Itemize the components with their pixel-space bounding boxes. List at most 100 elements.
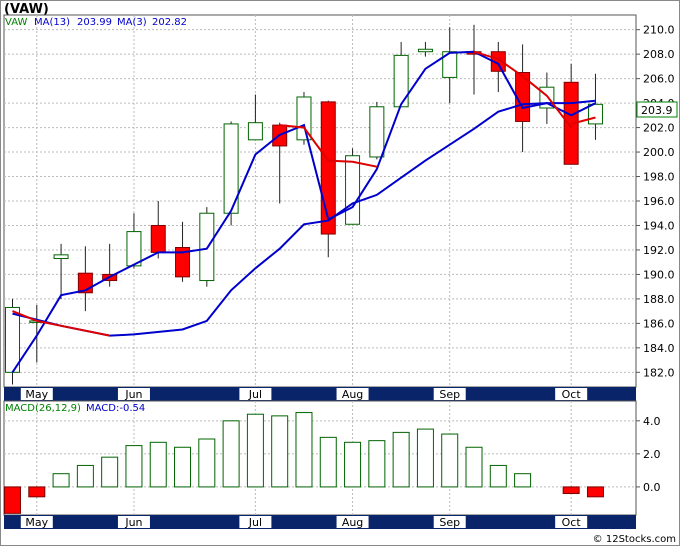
price-x-label-bg (336, 388, 369, 400)
price-x-tick-label: Aug (342, 388, 363, 401)
macd-panel: 0.0 2.0 4.0 MACD(26,12,9) MACD:-0.54 (3, 400, 661, 516)
price-y-tick-label: 182.0 (643, 366, 675, 379)
candle-up (587, 103, 603, 125)
price-x-tick-label: May (25, 388, 48, 401)
candle-up (247, 122, 263, 141)
price-y-tick-label: 194.0 (643, 219, 675, 232)
macd-bar-positive (174, 446, 192, 488)
chart-title: (VAW) (4, 2, 49, 17)
candle-bodies (5, 48, 603, 373)
price-y-tick-label: 206.0 (643, 73, 675, 86)
ma3-line-segment (570, 116, 596, 125)
macd-bar-positive (368, 440, 386, 488)
legend-ma3-label: MA(3) (117, 17, 147, 28)
price-x-label-bg (555, 388, 588, 400)
price-x-tick-label: Oct (562, 388, 582, 401)
price-x-label-bg (117, 388, 150, 400)
price-y-tick-label: 196.0 (643, 195, 675, 208)
legend-ma13-label: MA(13) (34, 17, 70, 28)
macd-legend-value: MACD:-0.54 (86, 403, 145, 414)
macd-bar-positive (514, 473, 532, 488)
macd-bar-positive (295, 412, 313, 488)
price-x-label-bg (433, 388, 466, 400)
candle-up (5, 306, 20, 373)
legend-ma13-value: 203.99 (77, 17, 112, 28)
macd-bar-negative (4, 486, 21, 514)
price-x-label-bg (20, 388, 53, 400)
price-y-tick-label: 188.0 (643, 293, 675, 306)
macd-bar-negative (586, 486, 604, 498)
candle-up (393, 54, 409, 108)
watermark: © 12Stocks.com (593, 534, 676, 545)
ma-long-line (12, 99, 596, 337)
price-y-tick-label: 200.0 (643, 146, 675, 159)
price-x-tick-label: Jun (124, 388, 142, 401)
macd-y-axis: 0.0 2.0 4.0 (636, 415, 661, 494)
price-y-tick-label: 192.0 (643, 244, 675, 257)
price-panel: 182.0 184.0 186.0 188.0 190.0 192.0 194.0 196.0… (3, 14, 678, 388)
macd-bar-negative (28, 486, 46, 498)
price-y-tick-label: 208.0 (643, 48, 675, 61)
macd-bar-positive (392, 431, 410, 488)
price-x-axis-band (4, 387, 636, 401)
macd-y-tick-label: 0.0 (643, 481, 661, 494)
candle-down (320, 101, 336, 235)
ma3-line-segment (12, 310, 110, 337)
macd-x-tick-label: May (25, 516, 48, 529)
macd-bar-positive (101, 456, 119, 488)
price-y-axis: 182.0 184.0 186.0 188.0 190.0 192.0 194.0 196.0… (636, 24, 675, 379)
macd-bar-negative (562, 486, 580, 495)
moving-averages (11, 50, 596, 373)
macd-bar-positive (222, 420, 240, 488)
macd-bar-positive (52, 473, 70, 488)
macd-bars (4, 412, 604, 514)
macd-x-axis-band (4, 515, 636, 529)
macd-bar-positive (149, 441, 167, 488)
macd-bar-positive (465, 446, 483, 488)
macd-x-tick-label: Sep (439, 516, 460, 529)
macd-bar-positive (198, 438, 216, 488)
macd-bar-positive (271, 415, 289, 488)
candle-down (175, 247, 191, 278)
macd-bar-positive (319, 436, 337, 488)
macd-bar-positive (76, 464, 94, 488)
macd-y-tick-label: 4.0 (643, 415, 661, 428)
last-price-tag: 203.9 (636, 101, 678, 118)
macd-bar-positive (416, 428, 434, 488)
macd-legend-label: MACD(26,12,9) (5, 403, 81, 414)
last-price-value: 203.9 (641, 104, 673, 117)
macd-y-tick-label: 2.0 (643, 448, 661, 461)
macd-bar-positive (489, 464, 507, 488)
candle-up (53, 254, 69, 260)
candle-up (296, 96, 312, 141)
macd-bar-positive (125, 445, 143, 488)
legend-ma3-value: 202.82 (152, 17, 187, 28)
price-y-tick-label: 202.0 (643, 122, 675, 135)
legend-symbol: VAW (5, 17, 27, 28)
price-x-tick-label: Jul (248, 388, 262, 401)
macd-x-label-bg (336, 516, 369, 528)
price-x-tick-label: Sep (439, 388, 460, 401)
price-y-tick-label: 186.0 (643, 317, 675, 330)
macd-bar-positive (344, 441, 362, 488)
price-x-label-bg (239, 388, 272, 400)
price-y-tick-label: 184.0 (643, 342, 675, 355)
macd-x-tick-label: Oct (562, 516, 582, 529)
candle-up (345, 155, 361, 225)
macd-x-axis: May Jun Jul Aug Sep Oct (20, 516, 588, 529)
candle-up (369, 106, 385, 158)
price-y-tick-label: 210.0 (643, 24, 675, 37)
ma3-line-segment (279, 124, 377, 168)
macd-x-label-bg (555, 516, 588, 528)
macd-x-tick-label: Jun (124, 516, 142, 529)
ma3-line-segment (473, 50, 572, 129)
candle-up (126, 231, 142, 267)
macd-bar-positive (441, 433, 459, 488)
candle-down (150, 224, 166, 253)
price-x-axis: May Jun Jul Aug Sep Oct (20, 388, 588, 401)
macd-x-label-bg (20, 516, 53, 528)
macd-x-label-bg (433, 516, 466, 528)
candle-up (442, 51, 458, 78)
macd-x-tick-label: Jul (248, 516, 262, 529)
